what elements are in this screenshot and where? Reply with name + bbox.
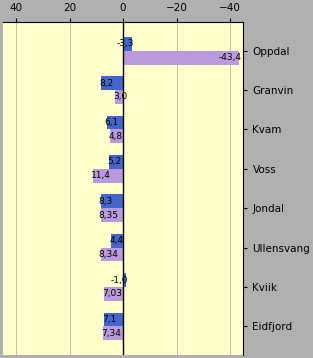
- Bar: [101, 208, 123, 222]
- Bar: [101, 248, 123, 261]
- Text: 4,8: 4,8: [108, 132, 122, 141]
- Bar: [123, 37, 132, 51]
- Text: 7,34: 7,34: [101, 329, 121, 338]
- Bar: [104, 287, 123, 301]
- Text: 5,2: 5,2: [107, 158, 121, 166]
- Bar: [109, 155, 123, 169]
- Text: 7,1: 7,1: [102, 315, 116, 324]
- Text: 4,4: 4,4: [109, 236, 123, 245]
- Text: 8,35: 8,35: [99, 211, 119, 219]
- Text: -43,4: -43,4: [218, 53, 241, 62]
- Bar: [104, 326, 123, 340]
- Text: -3,3: -3,3: [116, 39, 134, 48]
- Bar: [123, 273, 126, 287]
- Text: 8,34: 8,34: [99, 250, 119, 259]
- Text: 8,2: 8,2: [99, 79, 113, 88]
- Bar: [111, 234, 123, 248]
- Bar: [115, 90, 123, 104]
- Text: 6,1: 6,1: [105, 118, 119, 127]
- Text: 7,03: 7,03: [102, 289, 122, 298]
- Text: -1,0: -1,0: [110, 276, 128, 285]
- Text: 11,4: 11,4: [90, 171, 110, 180]
- Bar: [101, 194, 123, 208]
- Text: 8,3: 8,3: [99, 197, 113, 206]
- Text: 3,0: 3,0: [113, 92, 127, 101]
- Bar: [110, 130, 123, 143]
- Bar: [104, 313, 123, 326]
- Bar: [123, 51, 239, 64]
- Bar: [101, 76, 123, 90]
- Bar: [93, 169, 123, 183]
- Bar: [107, 116, 123, 130]
